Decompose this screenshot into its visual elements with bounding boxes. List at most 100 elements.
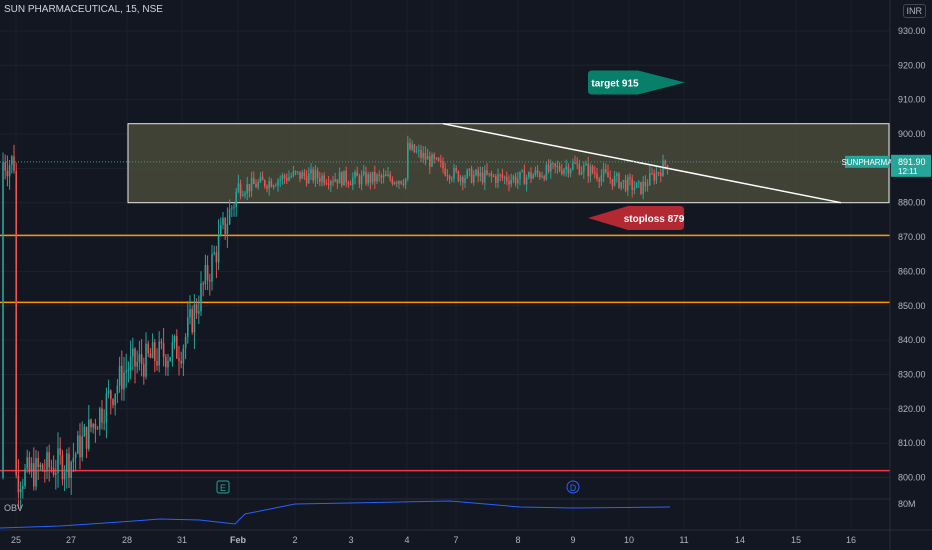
candle-down [266,186,268,189]
candle-down [147,343,149,354]
candle-up [431,154,433,167]
price-axis[interactable] [890,0,932,530]
candle-up [301,172,303,179]
candle-up [338,172,341,184]
candle-up [198,311,200,314]
candle-up [321,175,323,182]
candle-up [228,208,231,225]
candle-down [224,217,226,234]
candle-up [114,393,116,406]
candle-up [580,171,583,175]
candle-up [297,171,299,173]
candle-up [371,171,374,183]
candle-up [662,160,664,177]
candle-down [448,175,451,180]
candle-up [600,175,603,182]
candle-up [635,182,638,189]
candle-down [442,161,444,169]
candle-up [563,169,565,174]
candle-down [611,178,614,186]
candle-down [594,172,596,174]
candle-up [466,170,468,178]
candle-up [288,177,290,181]
chart-title: SUN PHARMACEUTICAL, 15, NSE [4,4,163,15]
dividend-icon[interactable] [566,480,580,494]
candle-up [132,348,134,357]
candle-down [666,165,669,169]
candle-down [644,181,647,186]
candle-up [556,166,559,168]
candle-up [272,185,275,187]
candle-down [305,175,308,184]
candle-up [451,178,453,180]
candle-down [437,157,440,161]
candle-up [354,171,356,178]
candle-up [585,163,587,166]
price-tick-label: 850.00 [898,301,926,311]
candle-down [596,173,598,179]
candle-down [261,176,264,181]
candle-up [583,165,585,172]
candle-down [206,265,209,281]
candle-up [268,180,270,189]
candle-up [123,372,125,390]
candle-down [299,171,301,179]
candle-down [345,170,347,183]
candle-up [213,252,215,254]
trendline[interactable] [442,122,842,204]
candle-up [70,462,72,478]
candle-up [125,370,127,373]
candle-down [481,172,484,183]
candle-up [226,224,229,234]
candle-down [48,452,50,468]
earnings-icon[interactable] [216,480,230,494]
candle-down [536,170,539,174]
symbol-badge[interactable] [845,155,890,168]
candle-up [211,253,213,282]
earnings-letter: E [220,483,226,493]
candle-up [459,177,462,182]
candle-down [286,178,288,181]
candle-up [83,426,86,437]
candle-up [145,343,147,377]
last-price-badge[interactable] [891,154,931,177]
target-label: target 915 [591,78,639,89]
candle-up [105,393,108,423]
candle-up [382,174,385,178]
candle-down [506,176,508,182]
candle-up [158,341,160,366]
time-tick-label: 2 [292,535,297,545]
target-callout[interactable] [588,70,685,95]
candle-down [490,173,493,176]
candle-down [587,163,589,177]
candle-up [187,317,189,338]
candle-down [389,174,391,180]
candle-up [534,170,537,176]
candle-up [550,163,552,172]
candle-up [633,188,636,190]
time-tick-label: 15 [791,535,801,545]
candle-down [446,175,449,177]
candle-down [543,176,545,180]
candle-down [33,463,35,487]
candle-down [332,181,334,183]
candle-up [404,178,407,185]
candle-down [101,408,103,423]
candle-up [22,486,24,490]
candle-up [484,170,486,183]
candle-up [642,181,644,194]
candle-down [444,168,446,176]
candle-up [103,422,105,424]
candle-down [539,173,541,178]
candle-down [651,173,653,175]
candle-down [191,309,193,333]
candle-up [246,184,248,194]
stoploss-callout[interactable] [588,206,684,230]
candle-up [204,265,207,285]
candle-down [501,174,504,178]
candle-up [127,369,130,371]
currency-label[interactable]: INR [902,4,926,18]
candle-down [578,164,581,175]
candle-down [547,164,550,172]
